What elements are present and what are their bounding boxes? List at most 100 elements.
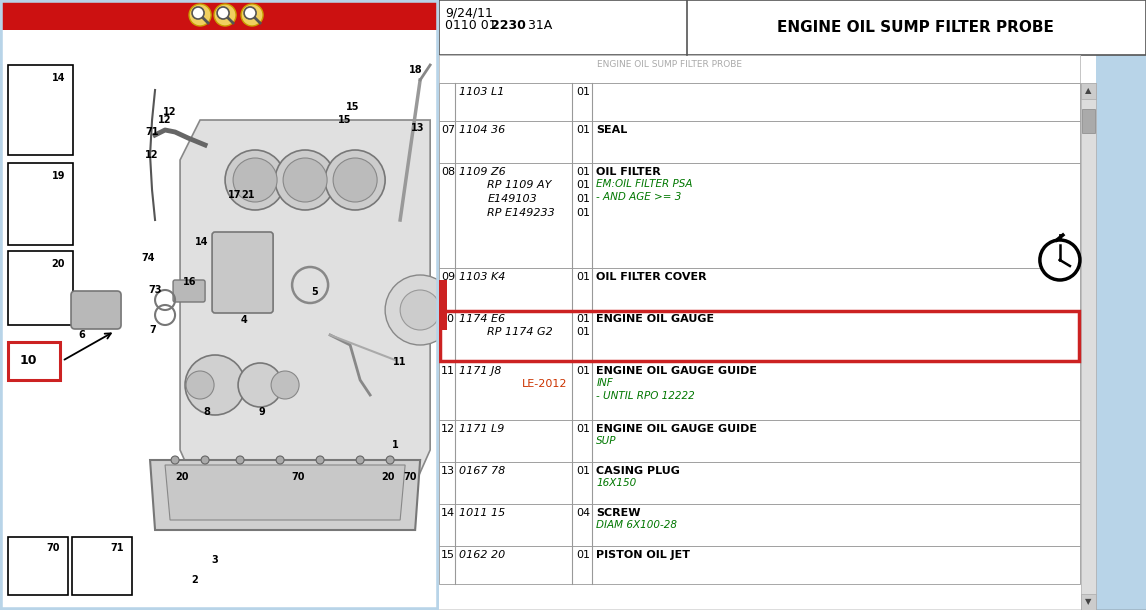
Text: 71: 71 — [146, 127, 159, 137]
Text: INF: INF — [596, 378, 613, 388]
Text: ▼: ▼ — [1085, 598, 1092, 606]
Bar — [1081, 83, 1096, 610]
Text: 10: 10 — [19, 354, 38, 367]
Bar — [439, 163, 1080, 268]
Text: 15: 15 — [338, 115, 352, 125]
Text: DIAM 6X100-28: DIAM 6X100-28 — [596, 520, 677, 530]
Text: 01: 01 — [576, 208, 590, 218]
Circle shape — [193, 7, 204, 19]
Text: 01: 01 — [576, 466, 590, 476]
Text: 08: 08 — [441, 167, 455, 177]
Polygon shape — [165, 465, 406, 520]
Text: 1103 L1: 1103 L1 — [460, 87, 504, 97]
Text: 16: 16 — [183, 277, 197, 287]
Text: LE-2012: LE-2012 — [523, 379, 567, 389]
Text: 5: 5 — [312, 287, 319, 297]
Text: 17: 17 — [228, 190, 242, 200]
Text: E149103: E149103 — [487, 194, 537, 204]
Text: OIL FILTER: OIL FILTER — [596, 167, 661, 177]
Text: EM:OIL FILTER PSA: EM:OIL FILTER PSA — [596, 179, 693, 189]
Text: 01: 01 — [576, 550, 590, 560]
Circle shape — [238, 363, 282, 407]
Text: 13: 13 — [441, 466, 455, 476]
Bar — [8, 537, 68, 595]
Text: 18: 18 — [409, 65, 423, 75]
Text: 01: 01 — [576, 424, 590, 434]
Text: OIL FILTER COVER: OIL FILTER COVER — [596, 272, 707, 282]
Text: 9/24/11: 9/24/11 — [445, 7, 493, 20]
Bar — [1082, 109, 1094, 133]
Bar — [439, 504, 1080, 546]
Text: 4: 4 — [241, 315, 248, 325]
Text: - AND AGE >= 3: - AND AGE >= 3 — [596, 192, 682, 202]
Text: 20: 20 — [52, 259, 65, 269]
Circle shape — [225, 150, 285, 210]
FancyBboxPatch shape — [71, 291, 121, 329]
Circle shape — [356, 456, 364, 464]
Text: 15: 15 — [441, 550, 455, 560]
Text: PISTON OIL JET: PISTON OIL JET — [596, 550, 690, 560]
Bar — [440, 311, 1078, 361]
Circle shape — [244, 7, 256, 19]
Bar — [439, 121, 1080, 163]
Text: 73: 73 — [148, 285, 162, 295]
Bar — [439, 268, 1080, 310]
Text: 15: 15 — [346, 102, 360, 112]
Bar — [8, 342, 60, 380]
Circle shape — [400, 290, 440, 330]
Bar — [0, 0, 439, 30]
Bar — [439, 462, 1080, 504]
Circle shape — [189, 4, 211, 26]
Text: 12: 12 — [146, 150, 159, 160]
Text: 1171 L9: 1171 L9 — [460, 424, 504, 434]
Circle shape — [1039, 240, 1080, 280]
Text: 0110 01: 0110 01 — [445, 19, 501, 32]
Text: ▲: ▲ — [1085, 87, 1092, 96]
Text: 9: 9 — [259, 407, 266, 417]
Text: - UNTIL RPO 12222: - UNTIL RPO 12222 — [596, 391, 696, 401]
Text: 01: 01 — [576, 167, 590, 177]
Bar — [439, 83, 1080, 121]
Text: CASING PLUG: CASING PLUG — [596, 466, 681, 476]
Text: 1171 J8: 1171 J8 — [460, 366, 502, 376]
Bar — [1081, 83, 1096, 99]
Text: RP 1109 AY: RP 1109 AY — [487, 180, 551, 190]
Bar — [439, 55, 1080, 83]
Bar — [72, 537, 132, 595]
Circle shape — [171, 456, 179, 464]
Text: 11: 11 — [393, 357, 407, 367]
Bar — [439, 310, 1080, 362]
Text: 74: 74 — [141, 253, 155, 263]
Text: 14: 14 — [441, 508, 455, 518]
Circle shape — [386, 456, 394, 464]
Bar — [439, 0, 1146, 55]
Text: 3: 3 — [212, 555, 219, 565]
Circle shape — [214, 4, 236, 26]
Circle shape — [236, 456, 244, 464]
Bar — [439, 280, 447, 330]
Text: 04: 04 — [576, 508, 590, 518]
Text: 01: 01 — [576, 125, 590, 135]
Text: 01: 01 — [576, 194, 590, 204]
Text: 14: 14 — [195, 237, 209, 247]
Circle shape — [272, 371, 299, 399]
Bar — [439, 420, 1080, 462]
Polygon shape — [180, 120, 430, 495]
Text: SCREW: SCREW — [596, 508, 641, 518]
Text: 2: 2 — [191, 575, 198, 585]
Text: 20: 20 — [175, 472, 189, 482]
Text: 71: 71 — [110, 543, 124, 553]
Polygon shape — [150, 460, 421, 530]
Text: 1104 36: 1104 36 — [460, 125, 505, 135]
Text: 70: 70 — [403, 472, 417, 482]
Text: 12: 12 — [158, 115, 172, 125]
Bar — [8, 65, 73, 155]
Text: ENGINE OIL GAUGE GUIDE: ENGINE OIL GAUGE GUIDE — [596, 366, 758, 376]
Circle shape — [283, 158, 327, 202]
Text: 01: 01 — [576, 87, 590, 97]
Circle shape — [185, 355, 245, 415]
Text: 12: 12 — [164, 107, 176, 117]
Text: RP E149233: RP E149233 — [487, 208, 555, 218]
Text: 11: 11 — [441, 366, 455, 376]
Bar — [439, 362, 1080, 420]
